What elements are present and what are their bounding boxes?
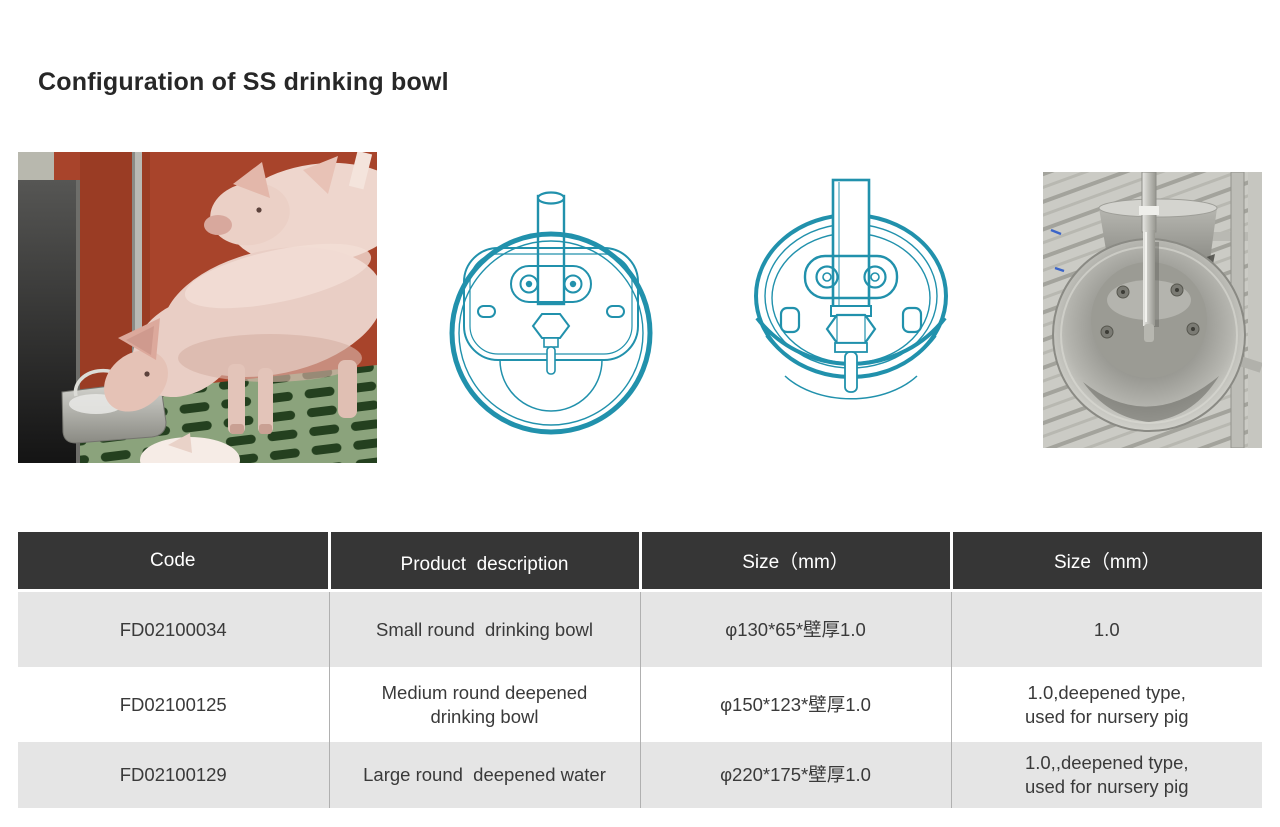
drinking-nipple-pipe bbox=[1139, 172, 1159, 342]
description-cell: Medium round deepened drinking bowl bbox=[329, 667, 641, 742]
col-header-size-2: Size（mm） bbox=[951, 532, 1262, 592]
description-cell: Small round drinking bowl bbox=[329, 590, 641, 667]
size-2-cell: 1.0 bbox=[951, 590, 1262, 667]
round-bowl-drawing-front-view bbox=[449, 191, 653, 435]
size-cell: φ220*175*壁厚1.0 bbox=[640, 742, 952, 808]
code-cell: FD02100125 bbox=[18, 667, 330, 742]
size-cell: φ150*123*壁厚1.0 bbox=[640, 667, 952, 742]
stainless-bowl-photo bbox=[1043, 172, 1262, 448]
piglet bbox=[140, 433, 240, 463]
product-config-table: Code Product description Size（mm） Size（m… bbox=[18, 532, 1262, 808]
pig-drinking bbox=[104, 243, 377, 434]
description-cell: Large round deepened water bbox=[329, 742, 641, 808]
col-header-description: Product description bbox=[329, 532, 642, 592]
deepened-bowl-drawing-perspective bbox=[754, 178, 948, 400]
water-pipe bbox=[132, 152, 142, 404]
table-row: FD02100034 Small round drinking bowl φ13… bbox=[18, 590, 1262, 667]
code-cell: FD02100129 bbox=[18, 742, 330, 808]
bowl-screws bbox=[1100, 283, 1200, 339]
size-2-cell: 1.0,,deepened type, used for nursery pig bbox=[951, 742, 1262, 808]
table-row: FD02100129 Large round deepened water φ2… bbox=[18, 742, 1262, 808]
table-row: FD02100125 Medium round deepened drinkin… bbox=[18, 667, 1262, 742]
col-header-size: Size（mm） bbox=[640, 532, 953, 592]
page-title: Configuration of SS drinking bowl bbox=[38, 68, 449, 96]
size-cell: φ130*65*壁厚1.0 bbox=[640, 590, 952, 667]
size-2-cell: 1.0,deepened type, used for nursery pig bbox=[951, 667, 1262, 742]
table-header-row: Code Product description Size（mm） Size（m… bbox=[18, 532, 1262, 592]
col-header-code: Code bbox=[18, 532, 331, 592]
pigs-drinking-photo bbox=[18, 152, 377, 463]
code-cell: FD02100034 bbox=[18, 590, 330, 667]
pig-background bbox=[204, 152, 377, 266]
